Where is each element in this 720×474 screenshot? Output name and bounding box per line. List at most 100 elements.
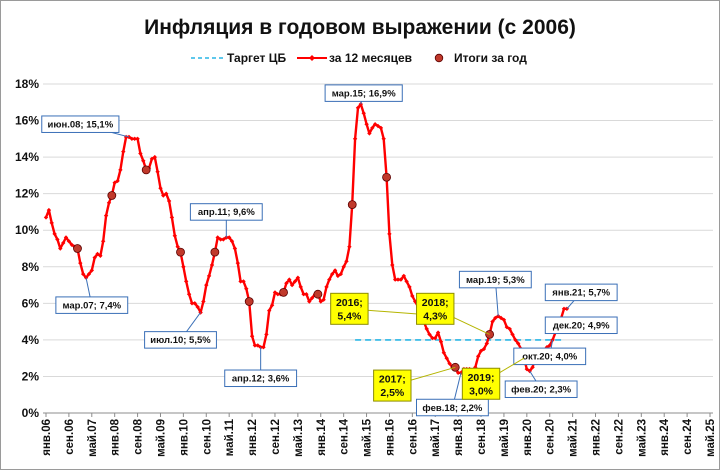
point-marker-12m [186,292,192,297]
point-marker-12m [404,279,409,284]
point-marker-12m [92,255,97,260]
point-marker-12m [103,213,109,218]
x-tick-label: сен.18 [476,418,488,454]
x-tick-label: май.13 [293,419,305,457]
x-tick-label: сен.20 [545,419,557,455]
annual-marker [141,165,151,175]
point-marker-12m [318,299,323,304]
point-marker-12m [58,246,63,251]
chart-title: Инфляция в годовом выражении (с 2006) [144,16,576,39]
x-tick-label: сен.14 [339,418,351,454]
point-marker-12m [292,279,298,284]
point-marker-12m [232,246,238,251]
point-marker-12m [164,191,169,196]
point-marker-12m [330,271,335,277]
point-marker-12m [209,262,215,268]
point-marker-12m [252,343,258,348]
point-marker-12m [493,315,498,321]
point-marker-12m [433,335,438,341]
point-marker-12m [95,251,100,257]
point-marker-12m [215,235,220,240]
annual-marker [244,297,254,306]
annotation-label: апр.11; 9,6% [198,207,256,218]
point-marker-12m [387,231,392,237]
point-marker-12m [149,156,155,162]
point-marker-12m [372,122,378,127]
point-marker-12m [375,123,381,129]
point-marker-12m [229,239,235,244]
annotation-box [544,283,618,302]
annotation-label: окт.20; 4,0% [522,352,578,363]
annotation-box [324,84,403,102]
point-marker-12m [364,122,369,127]
annual-marker [347,200,357,210]
point-marker-12m [52,231,57,237]
point-marker-12m [352,136,358,141]
legend-label-target: Таргет ЦБ [227,51,287,65]
point-marker-12m [89,268,94,273]
annotation-label: янв.21; 5,7% [552,288,610,299]
point-marker-12m [221,237,226,242]
point-marker-12m [504,324,509,330]
annotation-label: мар.19; 5,3% [466,275,525,286]
x-tick-label: май.19 [499,419,511,457]
point-marker-12m [261,345,266,350]
point-marker-12m [49,220,54,226]
x-tick-label: май.15 [362,418,374,456]
x-tick-label: май.17 [430,419,442,457]
point-marker-12m [189,301,195,306]
point-marker-12m [355,105,361,110]
point-marker-12m [238,279,243,284]
point-marker-12m [324,284,329,290]
point-marker-12m [301,292,306,297]
point-marker-12m [435,330,441,335]
point-marker-12m [129,136,135,141]
point-marker-12m [55,237,60,242]
point-marker-12m [513,337,518,343]
point-marker-12m [327,277,332,282]
annotation-label: 2,5% [380,387,405,399]
point-marker-12m [106,200,112,205]
x-tick-label: май.11 [224,418,236,456]
annotation-label: 2016; [336,297,363,309]
point-marker-12m [166,198,172,204]
point-marker-12m [272,290,278,295]
point-marker-12m [66,239,72,244]
annotation-box [373,369,412,402]
point-marker-12m [289,282,295,288]
point-marker-12m [381,136,386,141]
point-marker-12m [490,319,495,324]
annotation-box [330,292,369,325]
annual-marker [279,287,288,297]
point-marker-12m [561,306,567,312]
point-marker-12m [241,279,246,284]
annual-marker [107,191,117,200]
point-marker-12m [358,101,363,107]
annotation-label: мар.15; 16,9% [332,88,396,99]
annotation-box [55,296,129,314]
x-tick-label: май.25 [705,418,717,456]
x-tick-label: сен.24 [682,418,694,454]
point-marker-12m [287,277,292,282]
point-marker-12m [510,332,515,337]
point-marker-12m [481,346,487,352]
point-marker-12m [175,244,180,249]
point-marker-12m [83,275,89,280]
x-tick-label: янв.08 [110,418,122,455]
y-tick-label: 0% [22,406,40,420]
point-marker-12m [438,339,444,344]
point-marker-12m [198,310,203,315]
point-marker-12m [430,335,435,341]
grid [43,83,713,414]
point-marker-12m [249,334,255,339]
annual-marker [176,247,185,257]
y-tick-label: 8% [22,260,40,274]
point-marker-12m [307,299,312,304]
point-marker-12m [476,354,481,359]
legend-marker-annual [434,53,444,63]
y-tick-label: 6% [22,296,40,310]
point-marker-12m [344,259,349,264]
point-marker-12m [138,151,143,156]
annotation-label: 4,3% [423,310,448,322]
point-marker-12m [304,292,309,297]
